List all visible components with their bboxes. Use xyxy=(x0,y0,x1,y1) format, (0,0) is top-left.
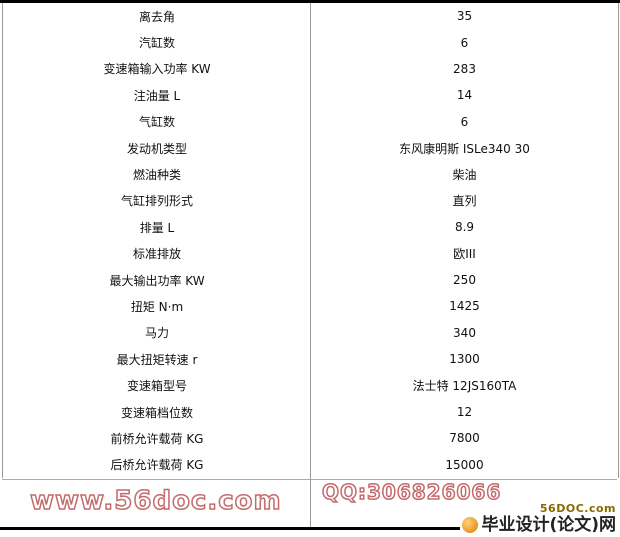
table-row: 汽缸数 6 xyxy=(3,29,618,55)
spec-value: 250 xyxy=(453,273,476,288)
spec-label: 变速箱型号 xyxy=(126,379,187,394)
table-row: 排量 L 8.9 xyxy=(3,214,618,240)
table-row: 变速箱输入功率 KW 283 xyxy=(3,56,618,82)
spec-label: 最大扭矩转速 r xyxy=(116,352,198,367)
spec-value: 12 xyxy=(456,405,473,420)
spec-value: 14 xyxy=(456,88,473,103)
spec-value: 7800 xyxy=(449,431,480,446)
logo-brand: 56DOC.com xyxy=(539,502,616,515)
table-row: 变速箱档位数 12 xyxy=(3,399,618,425)
logo-ball-icon xyxy=(462,517,479,533)
spec-value: 欧III xyxy=(453,247,476,262)
spec-label: 气缸排列形式 xyxy=(120,194,193,209)
row-divider xyxy=(2,479,617,480)
column-divider xyxy=(310,3,311,527)
top-border xyxy=(0,0,620,3)
spec-value: 1425 xyxy=(449,299,480,314)
spec-value: 柴油 xyxy=(452,168,477,183)
table-row: 离去角 35 xyxy=(3,3,618,29)
spec-value: 340 xyxy=(453,325,476,340)
spec-label: 排量 L xyxy=(139,220,175,235)
site-logo: 56DOC.com 毕业设计(论文)网 xyxy=(462,503,616,535)
spec-value: 东风康明斯 ISLe340 30 xyxy=(399,141,530,156)
spec-value: 8.9 xyxy=(454,220,475,235)
spec-label: 离去角 xyxy=(138,9,175,24)
watermark-site: www.56doc.com xyxy=(29,486,282,516)
table-row: 标准排放 欧III xyxy=(3,241,618,267)
table-row: 发动机类型 东风康明斯 ISLe340 30 xyxy=(3,135,618,161)
spec-label: 扭矩 N·m xyxy=(130,299,184,314)
table-row: 注油量 L 14 xyxy=(3,82,618,108)
table-row: 气缸排列形式 直列 xyxy=(3,188,618,214)
spec-value: 1300 xyxy=(449,352,480,367)
bottom-border xyxy=(0,527,460,530)
spec-label: 发动机类型 xyxy=(126,141,187,156)
spec-label: 最大输出功率 KW xyxy=(109,273,205,288)
table-row: 变速箱型号 法士特 12JS160TA xyxy=(3,372,618,398)
spec-label: 后桥允许载荷 KG xyxy=(110,458,204,473)
spec-label: 变速箱输入功率 KW xyxy=(103,62,211,77)
spec-label: 标准排放 xyxy=(132,247,181,262)
logo-name: 毕业设计(论文)网 xyxy=(481,514,616,535)
table-row: 扭矩 N·m 1425 xyxy=(3,293,618,319)
table-row: 后桥允许载荷 KG 15000 xyxy=(3,452,618,478)
spec-label: 马力 xyxy=(144,326,169,341)
spec-table: 离去角 35 汽缸数 6 变速箱输入功率 KW 283 注油量 L 14 气缸数 6 发动机类型 东风… xyxy=(2,3,619,479)
table-row: 马力 340 xyxy=(3,320,618,346)
spec-label: 燃油种类 xyxy=(132,168,181,183)
spec-value: 法士特 12JS160TA xyxy=(412,379,517,394)
table-row: 最大扭矩转速 r 1300 xyxy=(3,346,618,372)
spec-value: 35 xyxy=(456,9,473,24)
watermark-qq: QQ:306826066 xyxy=(321,480,502,504)
spec-value: 6 xyxy=(460,35,469,50)
table-row: 气缸数 6 xyxy=(3,109,618,135)
spec-value: 6 xyxy=(460,114,469,129)
spec-label: 前桥允许载荷 KG xyxy=(110,431,204,446)
table-row: 最大输出功率 KW 250 xyxy=(3,267,618,293)
spec-value: 283 xyxy=(453,61,476,76)
spec-label: 变速箱档位数 xyxy=(120,405,193,420)
spec-value: 直列 xyxy=(452,194,477,209)
spec-label: 气缸数 xyxy=(138,115,175,130)
table-row: 前桥允许载荷 KG 7800 xyxy=(3,425,618,451)
spec-label: 注油量 L xyxy=(133,88,181,103)
spec-value: 15000 xyxy=(445,457,484,472)
table-row: 燃油种类 柴油 xyxy=(3,161,618,187)
spec-label: 汽缸数 xyxy=(138,36,175,51)
